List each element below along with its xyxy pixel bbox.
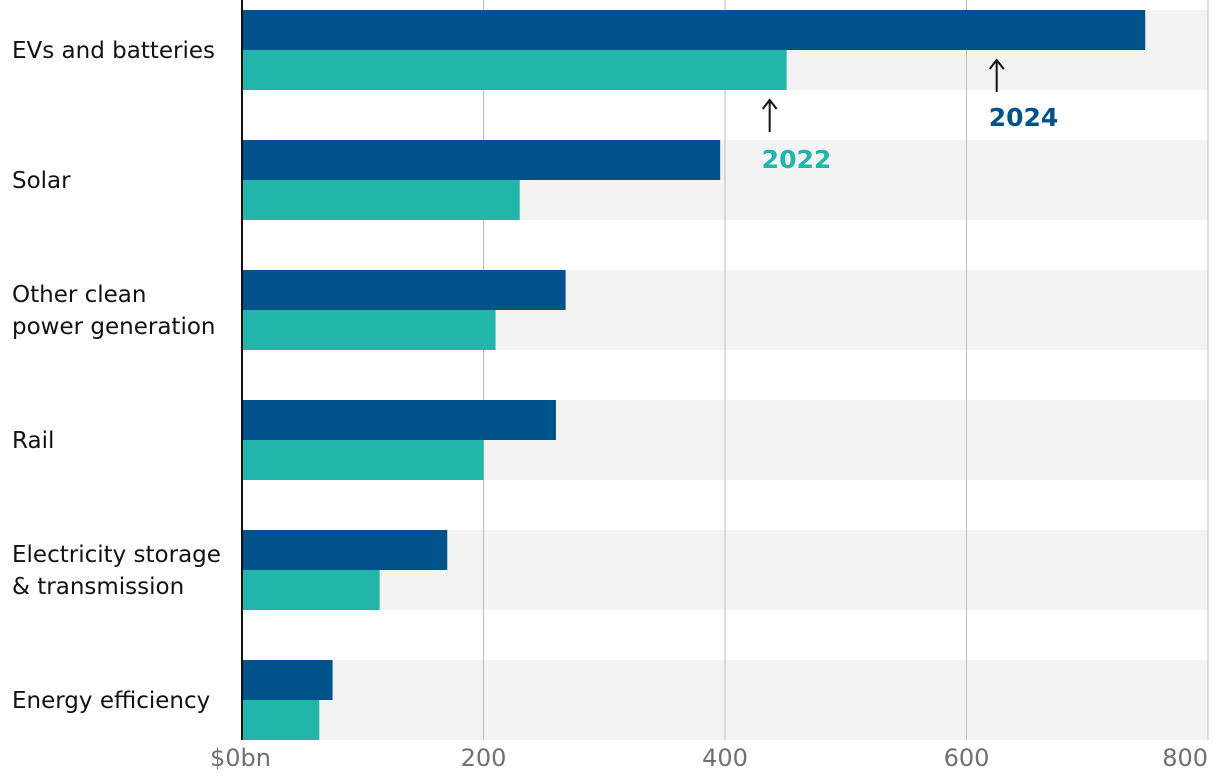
tick-label: 600 (944, 744, 990, 772)
tick-label: 400 (702, 744, 748, 772)
bar-2024 (242, 140, 721, 180)
tick-label: 200 (461, 744, 507, 772)
category-label-line: Other clean (12, 282, 146, 308)
bar-2024 (242, 10, 1146, 50)
bar-2024 (242, 400, 556, 440)
category-label: Energy efficiency (12, 688, 210, 714)
bar-2022 (242, 570, 380, 610)
category-label-line: Solar (12, 168, 71, 194)
bar-2024 (242, 270, 566, 310)
category-label: Rail (12, 428, 54, 454)
bar-2024 (242, 660, 333, 700)
category-labels: EVs and batteries Solar Other clean power g… (12, 38, 221, 714)
category-label: Solar (12, 168, 71, 194)
category-label-line: Energy efficiency (12, 688, 210, 714)
arrow-head-icon (988, 58, 1005, 70)
tick-label: 800 (1162, 744, 1208, 772)
bar-2022 (242, 180, 520, 220)
category-label-line: Rail (12, 428, 54, 454)
bars (242, 10, 1146, 740)
bar-2022 (242, 700, 320, 740)
bar-2022 (242, 440, 484, 480)
tick-label: $0bn (210, 744, 271, 772)
series-label-2022: 2022 (762, 145, 832, 174)
series-label-2024: 2024 (989, 103, 1059, 132)
category-label-line: & transmission (12, 574, 184, 600)
category-label: Other clean power generation (12, 282, 216, 340)
category-label-line: EVs and batteries (12, 38, 215, 64)
bar-2022 (242, 50, 787, 90)
arrow-head-icon (761, 98, 778, 110)
series-annotations: 2024 2022 (761, 58, 1059, 174)
tick-labels: $0bn 200 400 600 800 (210, 744, 1208, 772)
category-label: Electricity storage & transmission (12, 542, 221, 600)
category-label-line: Electricity storage (12, 542, 221, 568)
category-label-line: power generation (12, 314, 216, 340)
category-label: EVs and batteries (12, 38, 215, 64)
bar-2022 (242, 310, 496, 350)
bar-2024 (242, 530, 448, 570)
gridlines (483, 0, 1209, 740)
